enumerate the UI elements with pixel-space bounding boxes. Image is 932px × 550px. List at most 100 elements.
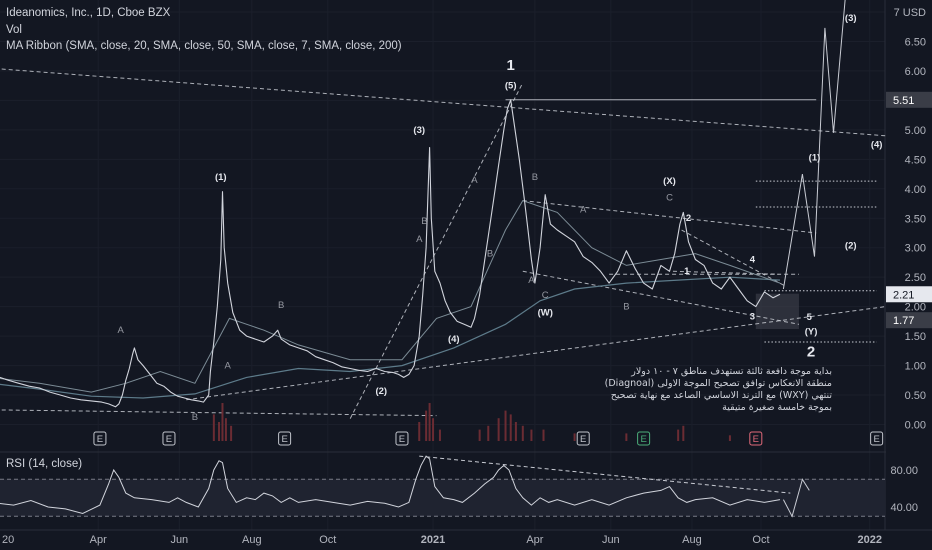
rsi-line: [0, 455, 781, 515]
y-tick-label: 5.00: [905, 125, 926, 137]
x-tick-label: 2021: [421, 534, 445, 546]
ma-ribbon-legend[interactable]: MA Ribbon (SMA, close, 20, SMA, close, 5…: [6, 40, 402, 52]
earnings-marker[interactable]: E: [93, 431, 107, 446]
x-tick-label: Apr: [90, 534, 107, 546]
volume-bar: [504, 410, 507, 441]
x-tick-label: Jun: [602, 534, 620, 546]
earnings-marker[interactable]: E: [637, 431, 651, 446]
volume-bar: [221, 403, 224, 441]
volume-bar: [521, 425, 524, 441]
x-tick-label: 20: [2, 534, 14, 546]
trendline: [681, 229, 786, 287]
wave-label: A: [528, 275, 535, 286]
y-tick-label: 7 USD: [894, 7, 926, 19]
wave-label: 5: [807, 312, 813, 323]
y-tick-label: 6.00: [905, 66, 926, 78]
wave-label: B: [623, 302, 629, 313]
volume-bar: [212, 414, 215, 441]
wave-label: A: [224, 361, 231, 372]
earnings-marker-box: [162, 431, 176, 446]
wave-label: 2: [686, 213, 691, 224]
earnings-marker-box: [278, 431, 292, 446]
y-tick-label: 2.00: [905, 302, 926, 314]
wave-label: (5): [505, 81, 517, 92]
price-badge: [886, 286, 932, 303]
wave-label: (Y): [805, 326, 818, 337]
ma-fast-line: [0, 199, 781, 393]
trendline: [522, 200, 817, 234]
trendline: [0, 409, 437, 417]
wave-label: B: [532, 172, 538, 183]
wave-label: B: [421, 216, 427, 227]
price-badge-label: 1.77: [893, 315, 914, 327]
y-tick-label: 0.50: [905, 390, 926, 402]
earnings-marker-label: E: [873, 434, 879, 445]
volume-bar: [418, 422, 421, 441]
wave-label: (X): [663, 176, 676, 187]
volume-bar: [497, 418, 500, 441]
volume-bar: [230, 425, 233, 441]
wave-label: (4): [871, 140, 883, 151]
wave-label: A: [117, 325, 124, 336]
wave-label: C: [542, 290, 549, 301]
wave-label: (1): [215, 172, 227, 183]
volume-bar: [432, 418, 435, 441]
trendline: [0, 68, 886, 137]
wave-label: B: [487, 249, 493, 260]
target-zone-box: [755, 293, 799, 330]
projection-line: [782, 0, 846, 290]
earnings-marker-label: E: [166, 434, 172, 445]
x-tick-label: Apr: [526, 534, 543, 546]
wave-label: (3): [413, 125, 425, 136]
symbol-title[interactable]: Ideanomics, Inc., 1D, Cboe BZX: [6, 7, 171, 19]
earnings-marker[interactable]: E: [278, 431, 292, 446]
volume-bar: [530, 429, 533, 441]
volume-legend[interactable]: Vol: [6, 23, 22, 36]
wave-label: A: [471, 175, 478, 186]
price-layer: [0, 0, 846, 408]
earnings-marker-label: E: [281, 434, 287, 445]
note-line: بموجة خامسة صغيرة متيقية: [722, 402, 832, 413]
earnings-marker[interactable]: E: [870, 431, 884, 446]
rsi-projection-line: [782, 478, 810, 518]
x-tick-label: Aug: [242, 534, 262, 546]
price-scale-bg: [886, 0, 932, 550]
rsi-tick-label: 40.00: [890, 502, 918, 514]
earnings-marker-box: [749, 431, 763, 446]
volume-layer: [212, 403, 731, 441]
x-tick-label: Oct: [752, 534, 769, 546]
y-tick-label: 1.00: [905, 361, 926, 373]
wave-label: 1: [507, 57, 515, 74]
earnings-marker[interactable]: E: [162, 431, 176, 446]
trendline: [522, 270, 800, 325]
earnings-marker-box: [93, 431, 107, 446]
volume-bar: [487, 425, 490, 441]
earnings-marker-label: E: [97, 434, 103, 445]
y-tick-label: 6.50: [905, 36, 926, 48]
price-badge-label: 2.21: [893, 289, 914, 301]
rsi-band: [0, 479, 885, 517]
price-badge: [886, 91, 932, 108]
earnings-marker-label: E: [753, 434, 759, 445]
y-tick-label: 4.00: [905, 184, 926, 196]
rsi-layer: [0, 455, 885, 518]
earnings-marker[interactable]: E: [749, 431, 763, 446]
plot-grid: [0, 0, 932, 530]
y-tick-label: 3.50: [905, 213, 926, 225]
trendline: [186, 306, 886, 401]
time-scale-bg: [0, 530, 932, 550]
wave-label: A: [580, 204, 587, 215]
x-tick-label: Aug: [682, 534, 702, 546]
wave-label: (4): [448, 334, 460, 345]
earnings-marker[interactable]: E: [395, 431, 409, 446]
rsi-legend[interactable]: RSI (14, close): [6, 458, 83, 470]
wave-label: (W): [538, 307, 553, 318]
wave-label-layer: 1(5)(3)(1)(2)(4)ABABABABBAC(W)AB(X)C2143…: [117, 13, 882, 423]
volume-bar: [573, 433, 576, 441]
earnings-marker-box: [637, 431, 651, 446]
earnings-marker-box: [395, 431, 409, 446]
earnings-marker[interactable]: E: [576, 431, 590, 446]
analysis-note: بداية موجة دافعة ثالثة تستهدف مناطق ٧ - …: [605, 366, 832, 414]
